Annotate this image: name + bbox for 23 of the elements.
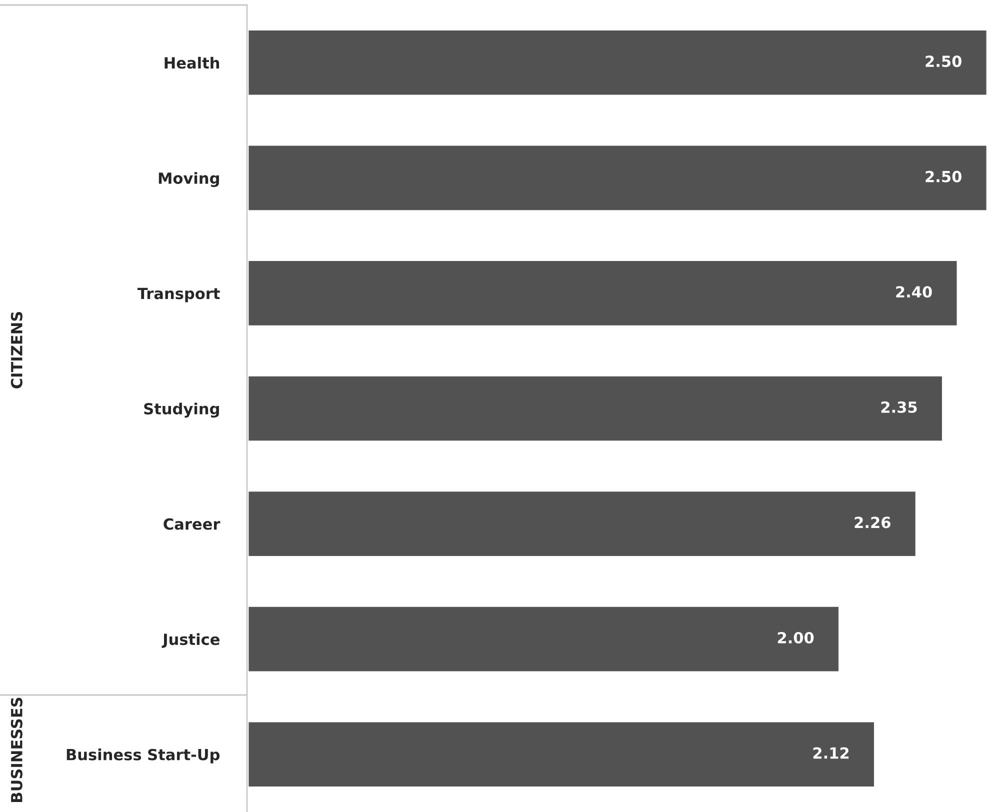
- data-label: 2.50: [926, 170, 962, 182]
- y-tick-label: Moving: [158, 172, 219, 188]
- y-tick-label: Business Start-Up: [66, 748, 220, 764]
- y-tick-label: Transport: [137, 288, 220, 302]
- data-label: 2.00: [778, 632, 814, 644]
- y-tick-label: Career: [164, 518, 220, 530]
- bar: [248, 606, 840, 673]
- bar: [248, 29, 987, 96]
- bar: [248, 374, 944, 442]
- data-label: 2.12: [813, 747, 849, 759]
- bar: [248, 260, 958, 327]
- text: BUSINESSES: [10, 698, 22, 802]
- bar: [248, 490, 917, 558]
- data-label: 2.35: [881, 401, 917, 413]
- bar: [248, 144, 987, 212]
- y-tick-label: Health: [164, 56, 220, 69]
- bar: [248, 720, 876, 788]
- text: CITIZENS: [10, 312, 22, 388]
- data-label: 2.40: [896, 286, 932, 298]
- y-tick-label: Justice: [162, 633, 220, 648]
- data-label: 2.26: [854, 516, 890, 528]
- y-tick-label: Studying: [144, 402, 219, 418]
- data-label: 2.50: [926, 56, 962, 68]
